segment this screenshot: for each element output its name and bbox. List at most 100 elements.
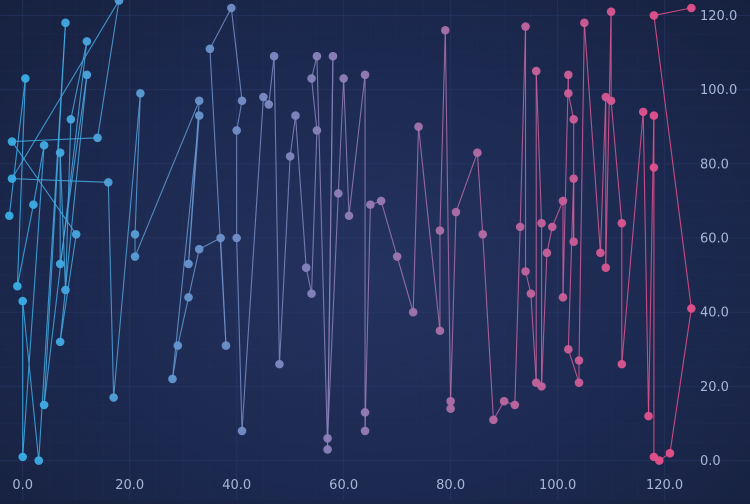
data-point — [515, 222, 525, 232]
x-tick-label: 60.0 — [329, 478, 358, 493]
data-point — [34, 456, 44, 465]
data-point — [194, 111, 204, 120]
data-point — [451, 207, 461, 217]
data-point — [601, 263, 611, 272]
data-point — [173, 341, 183, 350]
data-point — [66, 114, 76, 124]
y-axis-ticks: 0.0 20.0 40.0 60.0 80.0 100.0 120.0 — [700, 9, 737, 469]
data-point — [564, 70, 573, 80]
data-point — [264, 100, 274, 109]
x-tick-label: 80.0 — [436, 478, 465, 493]
data-point — [564, 344, 573, 354]
x-tick-label: 120.0 — [646, 478, 683, 493]
data-point — [440, 25, 450, 35]
data-point — [232, 126, 241, 135]
data-point — [526, 289, 536, 298]
series-line-segment — [567, 349, 580, 383]
data-point — [558, 196, 568, 206]
data-point — [687, 304, 696, 313]
data-point — [408, 307, 418, 317]
data-point — [194, 244, 204, 254]
series-line-segment — [621, 111, 644, 365]
series-line-segment — [236, 237, 243, 431]
data-point — [39, 140, 49, 150]
series-line-segment — [642, 111, 650, 417]
data-point — [558, 293, 568, 302]
series-line-segment — [396, 256, 414, 313]
series-line-segment — [22, 301, 40, 461]
data-point — [168, 374, 177, 384]
series-line-segment — [97, 0, 120, 138]
data-point — [547, 222, 557, 232]
data-point — [275, 359, 284, 369]
data-point — [312, 126, 322, 135]
data-point — [376, 196, 386, 206]
series-line-segment — [578, 22, 585, 361]
data-point — [307, 74, 316, 83]
data-point — [617, 359, 627, 369]
x-tick-label: 100.0 — [539, 478, 576, 493]
data-point — [687, 3, 696, 13]
data-point — [323, 445, 332, 454]
series-line-segment — [567, 93, 575, 120]
series-line-segment — [59, 74, 88, 342]
series-line-segment — [59, 152, 67, 290]
series-line-segment — [530, 293, 537, 383]
series-line-segment — [412, 126, 420, 313]
data-point — [103, 178, 113, 187]
data-point — [564, 89, 573, 98]
data-point — [312, 51, 322, 61]
data-point — [29, 200, 38, 209]
data-point — [18, 296, 27, 306]
series-line-segment — [380, 200, 398, 257]
series-line-segment — [327, 56, 334, 439]
data-point — [665, 448, 675, 458]
data-point — [521, 267, 530, 276]
data-point — [39, 400, 49, 410]
data-point — [5, 211, 14, 221]
series-line-segment — [482, 234, 494, 420]
series-line-segment — [134, 93, 141, 235]
data-point — [130, 229, 140, 239]
data-point — [510, 400, 520, 410]
series-line-segment — [113, 93, 141, 398]
data-point — [7, 137, 17, 146]
data-point — [7, 174, 17, 183]
data-point — [328, 51, 338, 61]
data-point — [205, 44, 215, 54]
series-line-segment — [177, 297, 190, 346]
y-tick-label: 80.0 — [700, 157, 729, 172]
series-line-segment — [134, 100, 200, 257]
series-line-segment — [171, 345, 179, 380]
data-point — [521, 22, 530, 31]
data-point — [569, 114, 578, 124]
x-tick-label: 0.0 — [12, 478, 33, 493]
series-line-segment — [11, 178, 109, 183]
data-point — [446, 404, 455, 413]
data-point — [269, 51, 279, 61]
series-line-segment — [11, 0, 120, 179]
series-line-segment — [187, 115, 200, 265]
data-point — [569, 174, 578, 183]
data-point — [617, 218, 627, 228]
y-tick-label: 20.0 — [700, 380, 729, 395]
series-line-segment — [476, 152, 484, 235]
data-point — [307, 289, 316, 298]
data-point — [259, 92, 268, 102]
series-line-segment — [107, 182, 115, 398]
series-line-segment — [605, 11, 612, 268]
series-line-segment — [316, 56, 329, 450]
data-point — [366, 200, 375, 209]
series-line-segment — [455, 152, 478, 213]
series-line-segment — [311, 130, 318, 294]
data-points — [5, 0, 696, 465]
series-line-segment — [171, 115, 200, 380]
series-line-segment — [22, 145, 45, 457]
data-point — [71, 229, 81, 239]
data-point — [360, 408, 370, 417]
data-point — [114, 0, 124, 5]
y-tick-label: 0.0 — [700, 454, 721, 469]
